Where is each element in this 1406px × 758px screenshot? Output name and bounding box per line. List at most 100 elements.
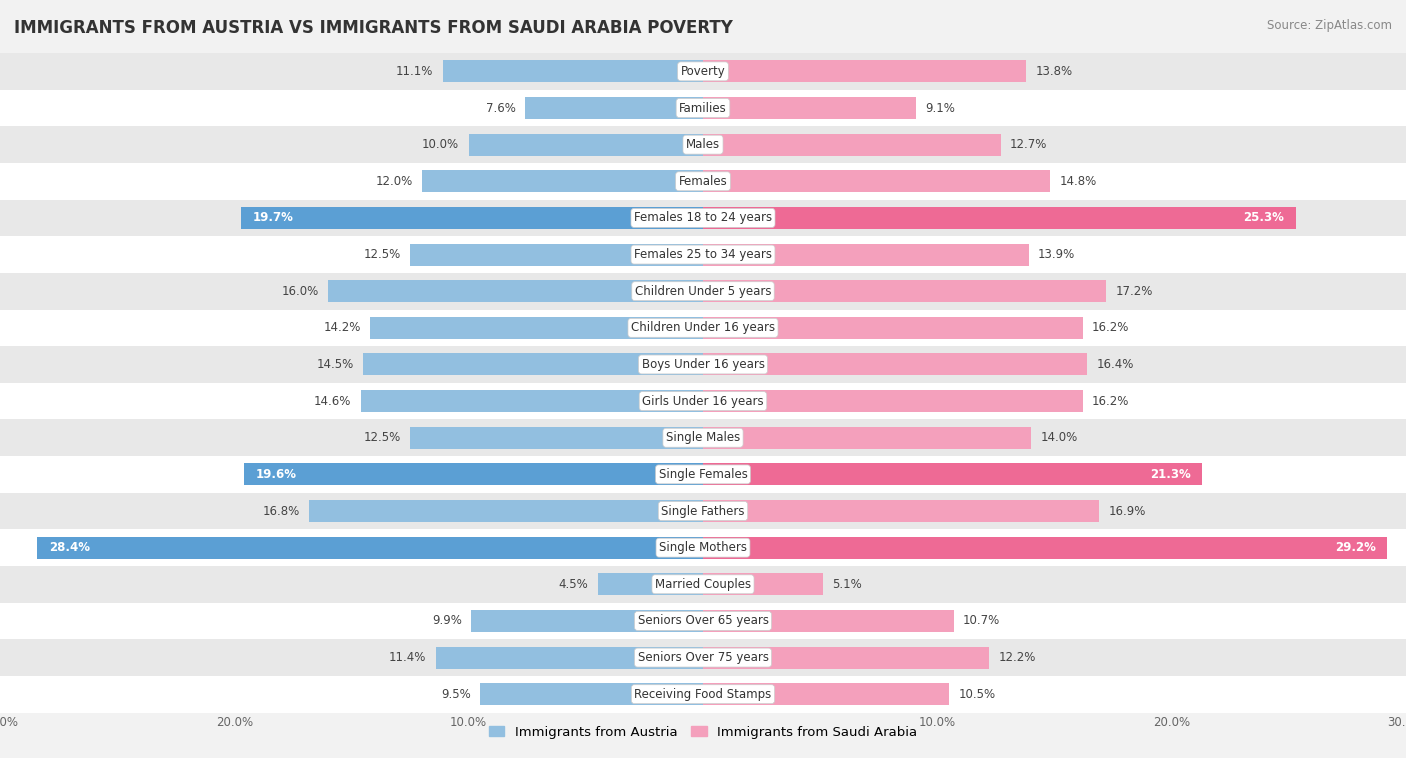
Text: 9.1%: 9.1%	[925, 102, 956, 114]
Bar	[703, 683, 949, 705]
Text: 30.0%: 30.0%	[0, 716, 18, 729]
Bar	[703, 537, 1388, 559]
Bar	[411, 243, 703, 265]
Bar	[0, 273, 1406, 309]
Text: 9.5%: 9.5%	[441, 688, 471, 700]
Text: 16.2%: 16.2%	[1092, 395, 1129, 408]
Bar	[0, 163, 1406, 199]
Bar	[703, 61, 1026, 83]
Bar	[0, 199, 1406, 236]
Text: 13.9%: 13.9%	[1038, 248, 1076, 261]
Bar	[471, 610, 703, 632]
Bar	[703, 463, 1202, 485]
Bar	[38, 537, 703, 559]
Bar	[443, 61, 703, 83]
Bar	[422, 171, 703, 193]
Bar	[361, 390, 703, 412]
Text: 14.2%: 14.2%	[323, 321, 361, 334]
Text: 12.7%: 12.7%	[1010, 138, 1047, 151]
Text: Married Couples: Married Couples	[655, 578, 751, 590]
Text: 20.0%: 20.0%	[1153, 716, 1191, 729]
Text: Single Males: Single Males	[666, 431, 740, 444]
Text: 17.2%: 17.2%	[1115, 285, 1153, 298]
Text: Families: Families	[679, 102, 727, 114]
Text: Children Under 16 years: Children Under 16 years	[631, 321, 775, 334]
Text: Seniors Over 65 years: Seniors Over 65 years	[637, 615, 769, 628]
Text: 4.5%: 4.5%	[558, 578, 588, 590]
Bar	[481, 683, 703, 705]
Bar	[703, 573, 823, 595]
Text: 10.0%: 10.0%	[450, 716, 488, 729]
Text: 20.0%: 20.0%	[215, 716, 253, 729]
Text: 25.3%: 25.3%	[1243, 211, 1284, 224]
Text: 9.9%: 9.9%	[432, 615, 461, 628]
Bar	[0, 529, 1406, 566]
Text: Single Females: Single Females	[658, 468, 748, 481]
Text: 16.9%: 16.9%	[1108, 505, 1146, 518]
Text: 16.4%: 16.4%	[1097, 358, 1135, 371]
Bar	[242, 207, 703, 229]
Bar	[0, 346, 1406, 383]
Bar	[703, 390, 1083, 412]
Bar	[0, 236, 1406, 273]
Bar	[0, 676, 1406, 713]
Bar	[0, 419, 1406, 456]
Text: 11.1%: 11.1%	[396, 65, 433, 78]
Text: 28.4%: 28.4%	[49, 541, 90, 554]
Text: 14.5%: 14.5%	[316, 358, 354, 371]
Bar	[0, 603, 1406, 639]
Text: Children Under 5 years: Children Under 5 years	[634, 285, 772, 298]
Bar	[703, 97, 917, 119]
Text: Poverty: Poverty	[681, 65, 725, 78]
Text: 11.4%: 11.4%	[389, 651, 426, 664]
Legend: Immigrants from Austria, Immigrants from Saudi Arabia: Immigrants from Austria, Immigrants from…	[484, 720, 922, 744]
Bar	[703, 243, 1029, 265]
Text: Females: Females	[679, 175, 727, 188]
Text: Males: Males	[686, 138, 720, 151]
Text: 10.0%: 10.0%	[422, 138, 460, 151]
Text: Girls Under 16 years: Girls Under 16 years	[643, 395, 763, 408]
Bar	[0, 309, 1406, 346]
Bar	[0, 639, 1406, 676]
Text: 19.6%: 19.6%	[256, 468, 297, 481]
Text: Boys Under 16 years: Boys Under 16 years	[641, 358, 765, 371]
Text: Seniors Over 75 years: Seniors Over 75 years	[637, 651, 769, 664]
Text: 10.5%: 10.5%	[959, 688, 995, 700]
Bar	[363, 353, 703, 375]
Text: 30.0%: 30.0%	[1388, 716, 1406, 729]
Bar	[0, 89, 1406, 127]
Text: 16.0%: 16.0%	[281, 285, 319, 298]
Bar	[328, 280, 703, 302]
Bar	[703, 427, 1031, 449]
Text: 29.2%: 29.2%	[1334, 541, 1375, 554]
Bar	[703, 280, 1107, 302]
Bar	[0, 493, 1406, 529]
Text: 21.3%: 21.3%	[1150, 468, 1191, 481]
Text: 10.7%: 10.7%	[963, 615, 1000, 628]
Bar	[703, 171, 1050, 193]
Bar	[436, 647, 703, 669]
Text: Females 25 to 34 years: Females 25 to 34 years	[634, 248, 772, 261]
Bar	[370, 317, 703, 339]
Bar	[703, 133, 1001, 155]
Bar	[703, 207, 1296, 229]
Text: 12.5%: 12.5%	[364, 248, 401, 261]
Text: Single Mothers: Single Mothers	[659, 541, 747, 554]
Text: 5.1%: 5.1%	[832, 578, 862, 590]
Text: 14.6%: 14.6%	[314, 395, 352, 408]
Bar	[0, 53, 1406, 89]
Text: IMMIGRANTS FROM AUSTRIA VS IMMIGRANTS FROM SAUDI ARABIA POVERTY: IMMIGRANTS FROM AUSTRIA VS IMMIGRANTS FR…	[14, 19, 733, 37]
Bar	[703, 353, 1087, 375]
Bar	[0, 383, 1406, 419]
Text: 10.0%: 10.0%	[918, 716, 956, 729]
Bar	[243, 463, 703, 485]
Bar	[309, 500, 703, 522]
Text: Females 18 to 24 years: Females 18 to 24 years	[634, 211, 772, 224]
Bar	[703, 610, 953, 632]
Bar	[703, 647, 988, 669]
Bar	[598, 573, 703, 595]
Text: 14.0%: 14.0%	[1040, 431, 1077, 444]
Bar	[524, 97, 703, 119]
Text: 14.8%: 14.8%	[1059, 175, 1097, 188]
Bar	[411, 427, 703, 449]
